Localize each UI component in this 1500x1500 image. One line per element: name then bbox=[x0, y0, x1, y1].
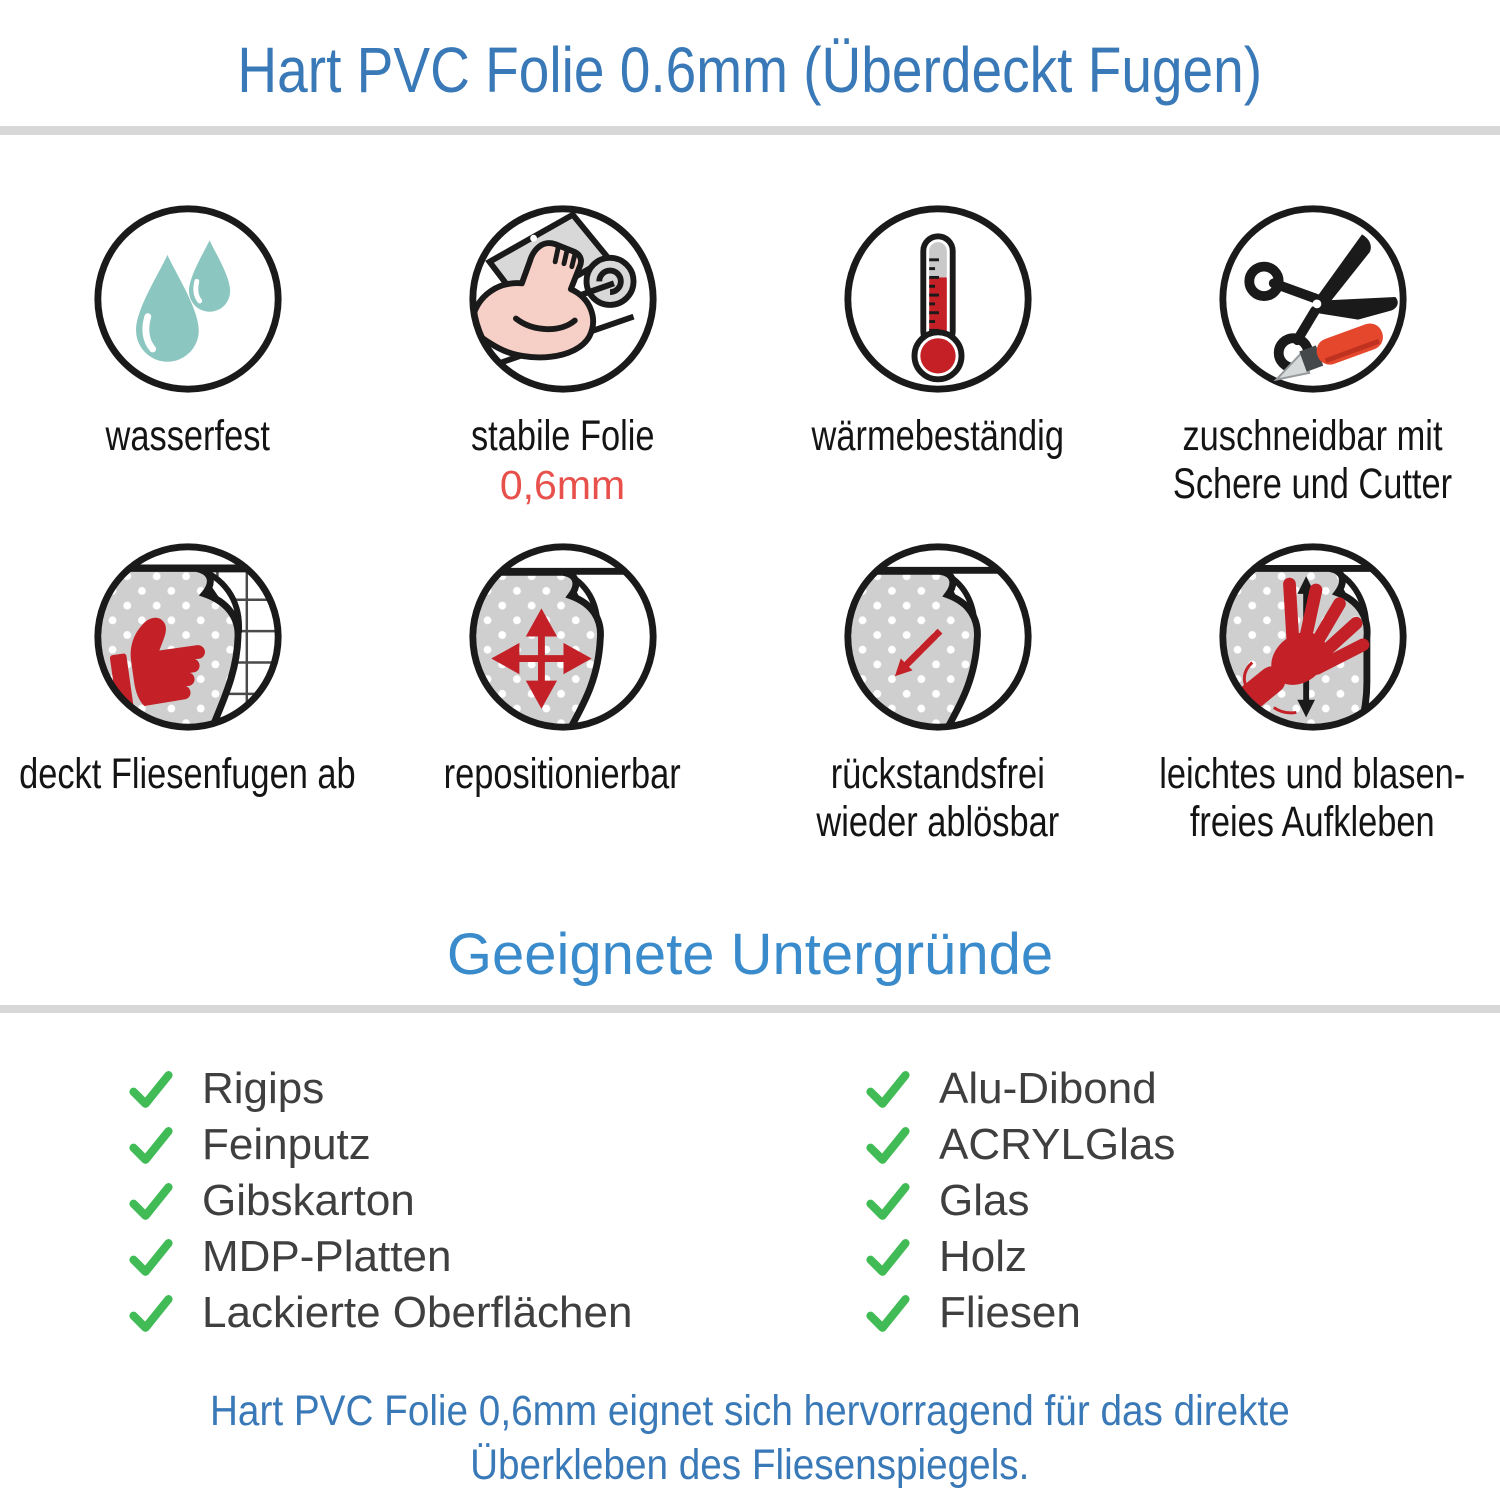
feature-label: wasserfest bbox=[105, 411, 270, 460]
substrate-label: Alu-Dibond bbox=[939, 1063, 1157, 1113]
substrate-label: ACRYLGlas bbox=[939, 1119, 1176, 1169]
substrate-label: Holz bbox=[939, 1231, 1028, 1281]
check-icon bbox=[129, 1182, 173, 1220]
check-icon bbox=[129, 1294, 173, 1332]
list-item: Feinputz bbox=[128, 1117, 865, 1173]
feature-repositionierbar: repositionierbar bbox=[375, 539, 750, 846]
footer-note-line2: Überkleben des Fliesenspiegels. bbox=[470, 1440, 1030, 1489]
substrate-list: Rigips Feinputz Gibskarton MDP-Platten L… bbox=[0, 1061, 1500, 1341]
page-title-text: Hart PVC Folie 0.6mm (Überdeckt Fugen) bbox=[237, 34, 1263, 106]
list-item: Glas bbox=[865, 1173, 1175, 1229]
check-icon bbox=[866, 1182, 910, 1220]
feature-grid: wasserfest bbox=[0, 201, 1500, 846]
list-item: Gibskarton bbox=[128, 1173, 865, 1229]
substrate-column-right: Alu-Dibond ACRYLGlas Glas Holz Fliesen bbox=[865, 1061, 1175, 1341]
list-item: MDP-Platten bbox=[128, 1229, 865, 1285]
list-item: ACRYLGlas bbox=[865, 1117, 1175, 1173]
check-icon bbox=[866, 1294, 910, 1332]
check-icon bbox=[129, 1070, 173, 1108]
feature-label: wärmebeständig bbox=[811, 411, 1064, 460]
check-icon bbox=[129, 1126, 173, 1164]
substrate-column-left: Rigips Feinputz Gibskarton MDP-Platten L… bbox=[128, 1061, 865, 1341]
list-item: Lackierte Oberflächen bbox=[128, 1285, 865, 1341]
feature-stabile-folie: stabile Folie 0,6mm bbox=[375, 201, 750, 509]
substrate-label: Lackierte Oberflächen bbox=[202, 1287, 633, 1337]
substrate-label: Gibskarton bbox=[202, 1175, 415, 1225]
check-icon bbox=[866, 1238, 910, 1276]
feature-label: rückstandsfrei bbox=[830, 749, 1045, 798]
flexed-arm-foil-roll-icon bbox=[468, 205, 657, 393]
feature-label: leichtes und blasen- bbox=[1159, 749, 1466, 798]
feature-blasenfreies-aufkleben: leichtes und blasen- freies Aufkleben bbox=[1125, 539, 1500, 846]
footer-note: Hart PVC Folie 0,6mm eignet sich hervorr… bbox=[0, 1385, 1500, 1493]
substrate-label: MDP-Platten bbox=[202, 1231, 452, 1281]
feature-label: repositionierbar bbox=[443, 749, 682, 798]
feature-zuschneidbar: zuschneidbar mit Schere und Cutter bbox=[1125, 201, 1500, 509]
feature-thickness-label: 0,6mm bbox=[499, 461, 626, 508]
move-arrows-foil-icon bbox=[468, 543, 657, 731]
feature-label: deckt Fliesenfugen ab bbox=[19, 749, 356, 798]
check-icon bbox=[866, 1126, 910, 1164]
feature-rueckstandsfrei: rückstandsfrei wieder ablösbar bbox=[750, 539, 1125, 846]
divider-bar-top bbox=[0, 125, 1500, 135]
footer-note-line1: Hart PVC Folie 0,6mm eignet sich hervorr… bbox=[210, 1386, 1290, 1435]
feature-label-line2: wieder ablösbar bbox=[816, 797, 1059, 846]
list-item: Fliesen bbox=[865, 1285, 1175, 1341]
substrate-label: Rigips bbox=[202, 1063, 325, 1113]
substrate-label: Fliesen bbox=[939, 1287, 1081, 1337]
section-title-untergruende: Geeignete Untergründe bbox=[446, 922, 1054, 988]
hand-smoothing-foil-icon bbox=[1218, 543, 1407, 731]
divider-bar-middle bbox=[0, 1004, 1500, 1013]
check-icon bbox=[866, 1070, 910, 1108]
feature-label: stabile Folie bbox=[470, 411, 655, 460]
feature-waermebestaendig: wärmebeständig bbox=[750, 201, 1125, 509]
thermometer-icon bbox=[843, 205, 1032, 393]
feature-label-line2: Schere und Cutter bbox=[1172, 459, 1453, 508]
substrate-label: Glas bbox=[939, 1175, 1030, 1225]
feature-label: zuschneidbar mit bbox=[1182, 411, 1443, 460]
water-drops-icon bbox=[93, 205, 282, 393]
page-title: Hart PVC Folie 0.6mm (Überdeckt Fugen) bbox=[0, 34, 1500, 108]
check-icon bbox=[129, 1238, 173, 1276]
peel-off-arrow-foil-icon bbox=[843, 543, 1032, 731]
list-item: Holz bbox=[865, 1229, 1175, 1285]
list-item: Rigips bbox=[128, 1061, 865, 1117]
feature-deckt-fliesenfugen: deckt Fliesenfugen ab bbox=[0, 539, 375, 846]
scissors-and-cutter-icon bbox=[1218, 205, 1407, 393]
thumbs-up-tile-cover-icon bbox=[93, 543, 282, 731]
substrate-label: Feinputz bbox=[202, 1119, 371, 1169]
feature-label-line2: freies Aufkleben bbox=[1190, 797, 1435, 846]
list-item: Alu-Dibond bbox=[865, 1061, 1175, 1117]
feature-wasserfest: wasserfest bbox=[0, 201, 375, 509]
